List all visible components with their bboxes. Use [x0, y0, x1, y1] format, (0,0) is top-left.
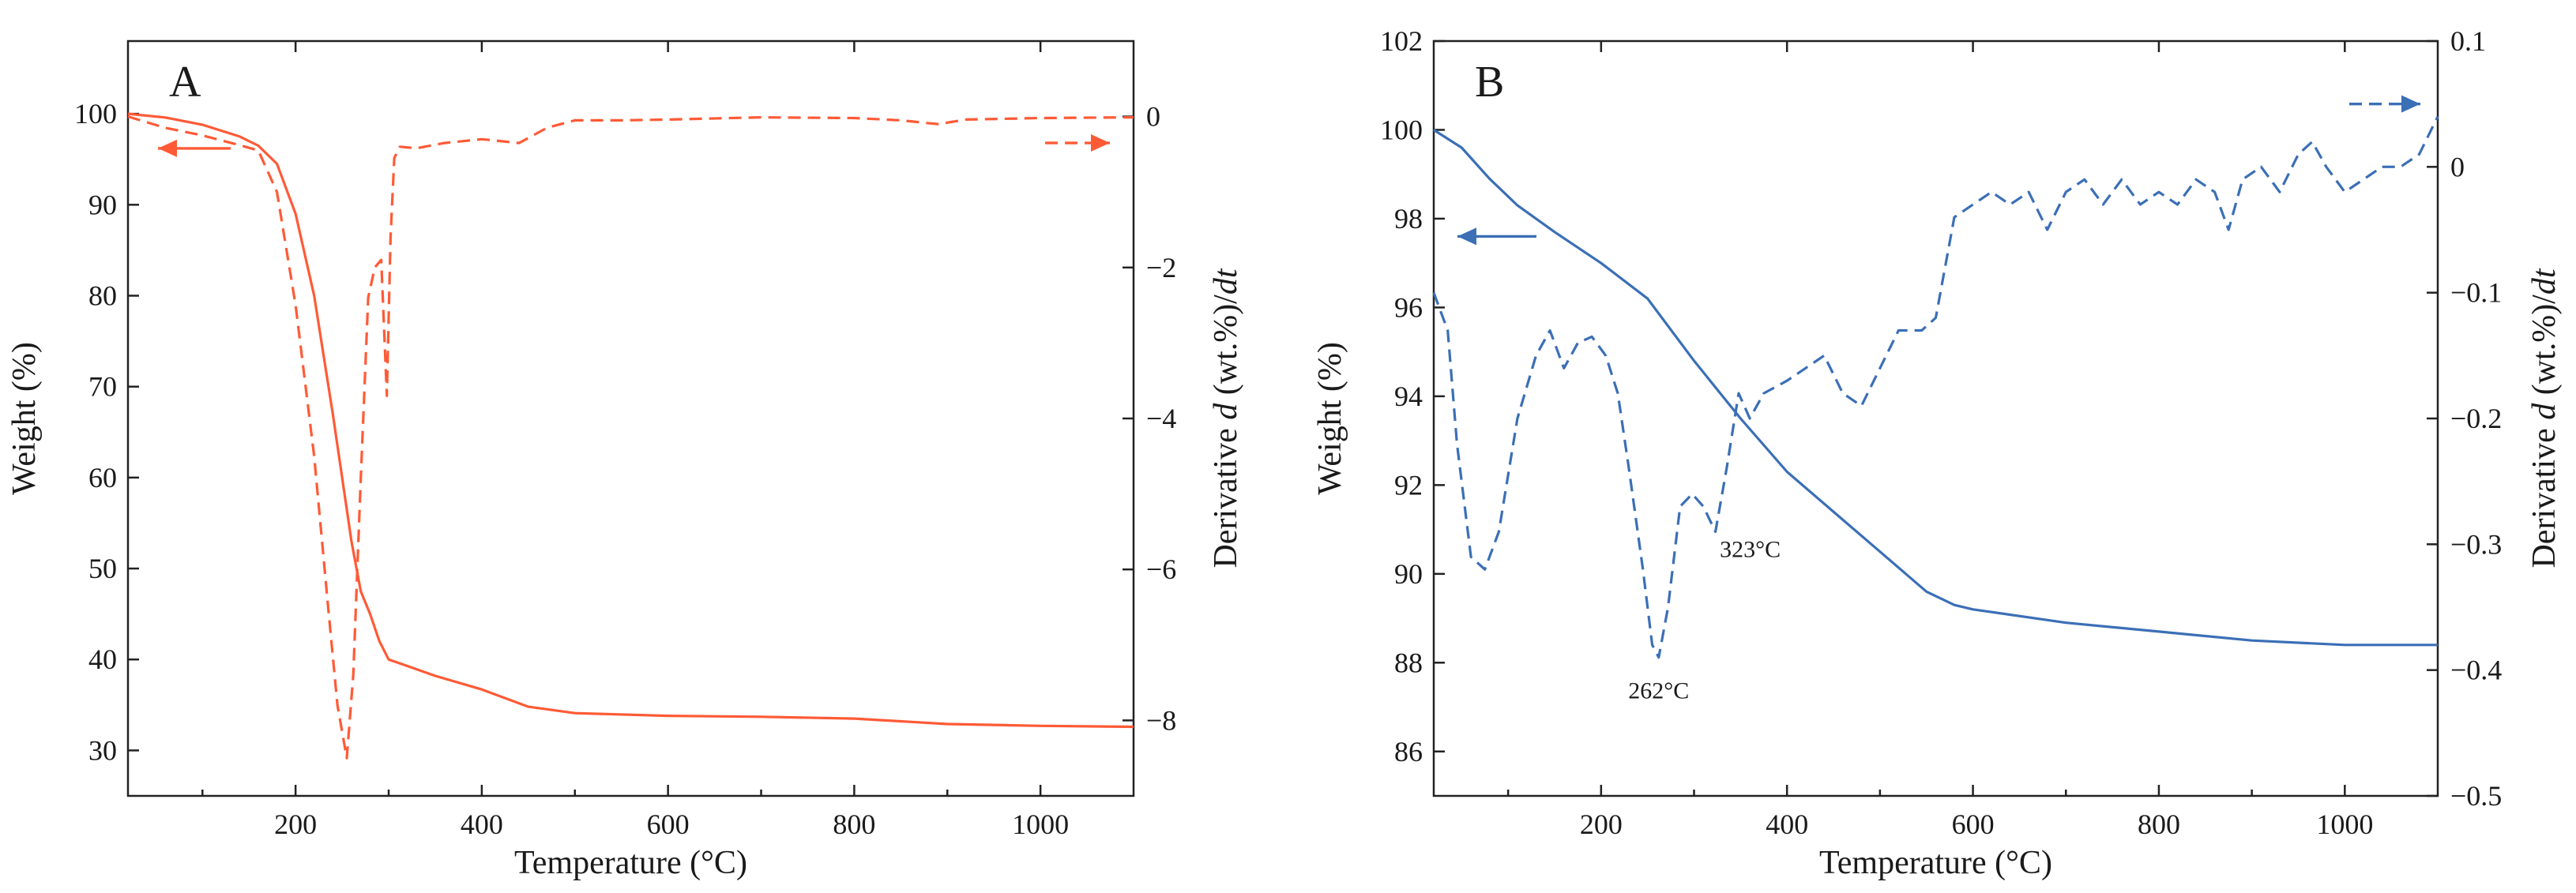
y-left-tick-label: 94: [1394, 381, 1423, 412]
panel-label: A: [169, 58, 201, 107]
y-left-tick-label: 30: [88, 734, 117, 766]
y-left-tick-label: 96: [1394, 291, 1423, 323]
y-left-tick-label: 80: [88, 280, 117, 312]
x-tick-label: 400: [1766, 809, 1808, 840]
y-right-label-part: dt: [2526, 268, 2563, 295]
x-axis-label: Temperature (°C): [514, 845, 747, 881]
y-right-label-part: (wt.%)/: [1208, 295, 1244, 403]
arrow-head: [2401, 95, 2420, 113]
y-left-tick-label: 60: [88, 462, 117, 493]
y-left-tick-label: 86: [1394, 736, 1423, 767]
y-right-tick-label: 0: [1146, 101, 1160, 133]
y-left-tick-label: 92: [1394, 469, 1423, 501]
y-right-label-part: d: [2526, 403, 2563, 420]
y-left-axis-label: Weight (%): [1312, 342, 1348, 495]
x-tick-label: 800: [2138, 809, 2180, 840]
x-tick-label: 600: [647, 809, 690, 840]
y-left-axis-label: Weight (%): [6, 342, 43, 495]
y-right-label-part: (wt.%)/: [2526, 295, 2563, 403]
weight-series-line: [127, 112, 1134, 729]
y-right-tick-label: 0: [2450, 151, 2465, 182]
y-right-tick-label: −0.3: [2450, 528, 2502, 560]
y-right-tick-label: 0.1: [2450, 25, 2486, 57]
y-left-tick-label: 100: [74, 98, 117, 129]
y-right-axis-label: Derivative d (wt.%)/dt: [2526, 268, 2563, 568]
y-left-tick-label: 100: [1380, 114, 1423, 145]
axis-arrow-left: [1457, 227, 1536, 246]
y-right-tick-label: −4: [1146, 403, 1176, 434]
y-left-tick-label: 70: [88, 371, 117, 403]
x-tick-label: 400: [461, 809, 503, 840]
y-right-axis-label: Derivative d (wt.%)/dt: [1208, 268, 1244, 568]
axis-arrow-right: [2349, 95, 2420, 113]
plot-frame: [1432, 39, 2439, 797]
y-left-tick-label: 90: [1394, 558, 1423, 590]
peak-annotation: 262°C: [1628, 678, 1689, 704]
y-right-tick-label: −0.2: [2450, 403, 2502, 434]
panel-label: B: [1475, 58, 1504, 107]
y-right-tick-label: −6: [1146, 553, 1176, 585]
y-left-tick-label: 88: [1394, 647, 1423, 678]
y-right-tick-label: −0.1: [2450, 277, 2502, 309]
x-tick-label: 800: [833, 809, 875, 840]
x-tick-label: 200: [1580, 809, 1623, 840]
y-right-label-part: d: [1208, 403, 1244, 420]
y-left-tick-label: 50: [88, 553, 117, 584]
arrow-head: [158, 139, 177, 157]
x-tick-label: 200: [274, 809, 317, 840]
axis-arrow-left: [158, 139, 231, 157]
peak-annotation: 323°C: [1720, 536, 1781, 562]
x-tick-label: 1000: [2316, 809, 2373, 840]
y-right-tick-label: −2: [1146, 252, 1176, 283]
axis-arrow-right: [1045, 134, 1110, 152]
arrow-head: [1091, 134, 1110, 152]
x-axis-label: Temperature (°C): [1819, 845, 2052, 881]
plot-frame: [126, 39, 1135, 797]
x-tick-label: 600: [1952, 809, 1995, 840]
panel-b-thermogram: 200 400 600 800 1000 86 88 90 92 94 96 98 100 102 0.1 0…: [1312, 25, 2563, 881]
x-tick-label: 1000: [1012, 809, 1069, 840]
y-right-tick-label: −0.5: [2450, 780, 2502, 812]
derivative-series-line: [127, 115, 1134, 760]
y-left-tick-label: 98: [1394, 203, 1423, 235]
y-left-tick-label: 102: [1380, 25, 1423, 57]
y-right-label-part: dt: [1208, 268, 1244, 295]
y-right-tick-label: −8: [1146, 704, 1176, 736]
y-left-tick-label: 40: [88, 643, 117, 675]
y-right-label-part: Derivative: [2526, 420, 2563, 568]
weight-series-line: [1433, 129, 2438, 647]
arrow-head: [1457, 227, 1476, 246]
y-left-tick-label: 90: [88, 189, 117, 220]
y-right-tick-label: −0.4: [2450, 655, 2502, 686]
derivative-series-line: [1432, 115, 2439, 659]
y-right-label-part: Derivative: [1208, 420, 1244, 568]
